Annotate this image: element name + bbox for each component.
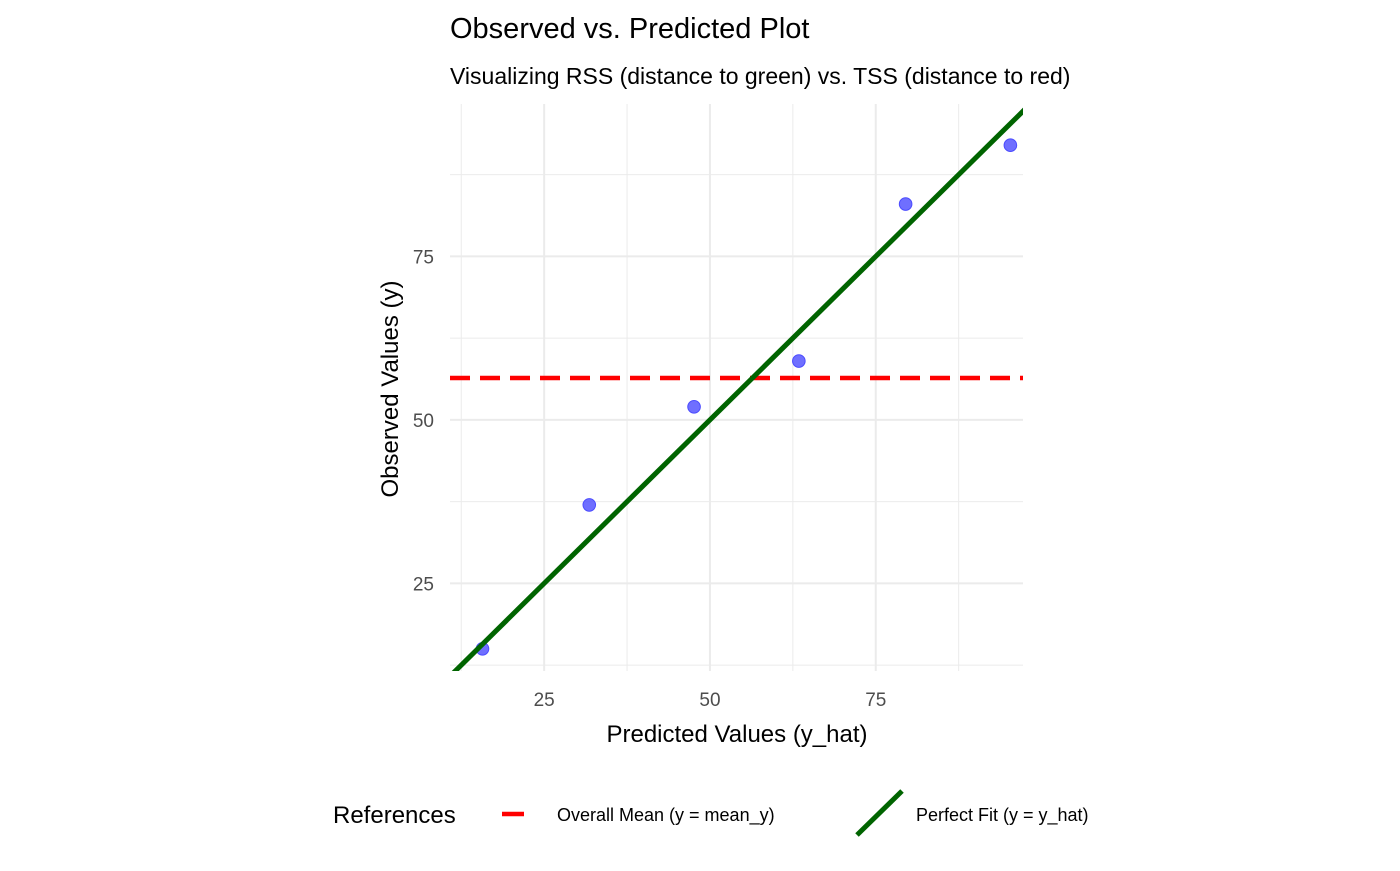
data-point: [1003, 138, 1018, 153]
legend-title: References: [333, 802, 456, 829]
perfect-fit-line: [451, 107, 1023, 671]
legend-label-perfect-fit: Perfect Fit (y = y_hat): [916, 805, 1089, 826]
data-point: [582, 498, 597, 512]
data-point: [687, 399, 701, 414]
chart-title: Observed vs. Predicted Plot: [450, 13, 809, 45]
y-tick-label: 25: [413, 574, 434, 595]
chart-subtitle: Visualizing RSS (distance to green) vs. …: [450, 63, 1070, 89]
tick-labels: 25 50 75 25 50 75: [413, 247, 886, 711]
x-tick-label: 75: [865, 690, 886, 711]
legend-label-overall-mean: Overall Mean (y = mean_y): [557, 805, 775, 826]
data-point: [792, 354, 806, 368]
legend-key-perfect-fit: [855, 789, 904, 837]
grid-lines: [450, 104, 1023, 671]
y-tick-label: 75: [413, 247, 434, 268]
y-tick-label: 50: [413, 411, 434, 432]
plot-panel: 25 50 75 25 50 75: [413, 104, 1023, 711]
legend-keys: [502, 789, 904, 837]
data-point: [898, 197, 913, 211]
x-tick-label: 50: [699, 690, 720, 711]
scatter-points: [475, 138, 1018, 656]
x-tick-label: 25: [534, 690, 555, 711]
y-axis-label: Observed Values (y): [377, 281, 404, 498]
legend: References Overall Mean (y = mean_y) Per…: [333, 789, 1089, 837]
x-axis-label: Predicted Values (y_hat): [606, 721, 867, 748]
